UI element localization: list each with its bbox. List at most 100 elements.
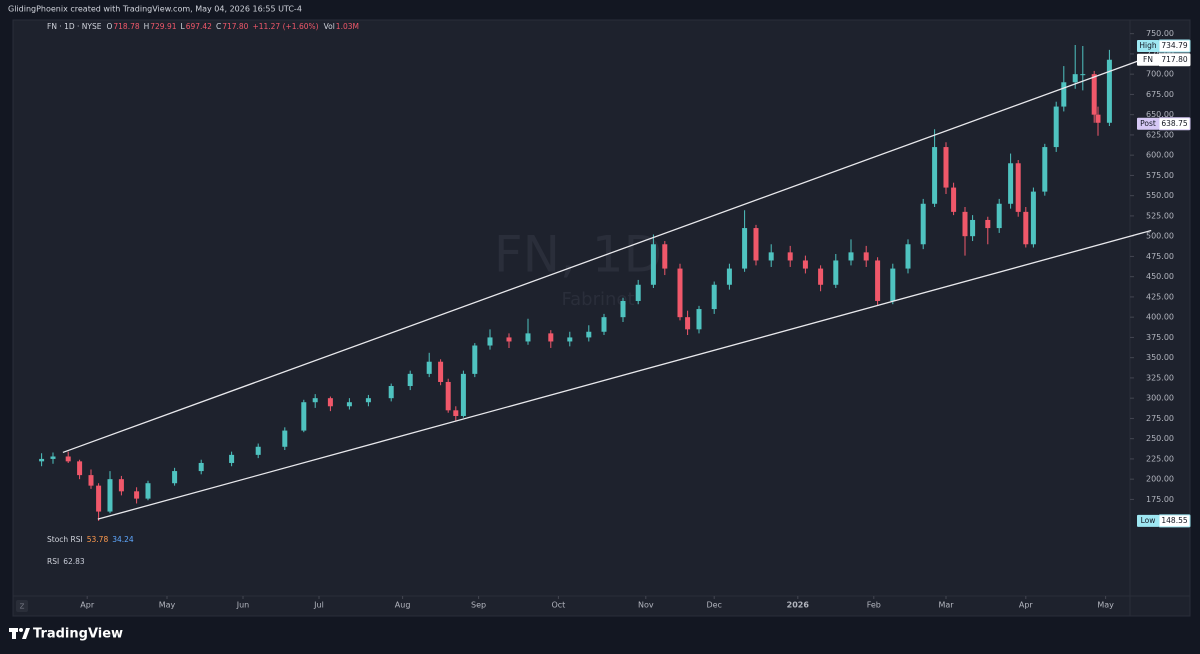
candle-body (145, 483, 151, 499)
watermark: FN, 1D (494, 226, 662, 284)
candle (365, 394, 371, 407)
candle (905, 239, 911, 274)
logo-part (19, 628, 23, 632)
price-label-value: 717.80 (1161, 55, 1187, 64)
candle-body (282, 430, 288, 447)
x-tick-label: Jul (313, 601, 324, 610)
candle (567, 331, 573, 347)
candle-body (77, 461, 83, 476)
candle (282, 427, 288, 451)
x-tick-label: 2026 (787, 601, 810, 610)
indicator-name: Stoch RSI (47, 535, 83, 544)
x-tick-label: May (159, 601, 176, 610)
candle-body (1008, 163, 1014, 204)
ohlc-value: 729.91 (150, 22, 176, 31)
candle-body (453, 410, 459, 416)
x-tick-label: Sep (471, 601, 486, 610)
volume-value: 1.03M (336, 22, 359, 31)
x-tick-label: Mar (938, 601, 954, 610)
candle-body (1053, 106, 1059, 148)
candle-body (650, 244, 656, 285)
candle-body (407, 373, 413, 387)
candle (50, 452, 56, 464)
candle-body (802, 260, 808, 269)
candle-body (445, 381, 451, 411)
candle-body (932, 147, 938, 204)
candle (890, 263, 896, 305)
candle-body (39, 458, 45, 462)
logo-part (12, 628, 16, 639)
ohlc-value: 718.78 (113, 22, 139, 31)
candle (172, 467, 178, 486)
candle (726, 263, 732, 290)
price-label-value-box (1158, 117, 1191, 131)
reset-button[interactable] (16, 600, 28, 612)
price-label-value: 148.55 (1161, 516, 1187, 525)
trendline (62, 59, 1141, 454)
x-tick-label: Dec (706, 601, 721, 610)
indicator-value: 62.83 (63, 557, 85, 566)
candle-body (472, 345, 478, 374)
price-label-value: 638.75 (1161, 119, 1187, 128)
candle-body (890, 268, 896, 301)
candle-body (586, 331, 592, 338)
indicator-name: RSI (47, 557, 59, 566)
candle (742, 210, 748, 272)
x-tick-label: Apr (80, 601, 95, 610)
candle-body (426, 361, 432, 374)
price-label-value: 734.79 (1161, 41, 1187, 50)
candle (662, 241, 668, 276)
price-label: Post 638.75 (1137, 117, 1191, 131)
price-label: High 734.79 (1137, 39, 1191, 53)
reset-button-label[interactable]: Z (20, 603, 25, 611)
price-label-name-box (1137, 117, 1159, 130)
candle-body (863, 252, 869, 261)
candle-body (438, 361, 444, 382)
candle (388, 383, 394, 402)
candle (848, 239, 854, 266)
y-tick-label: 525.00 (1146, 211, 1174, 220)
candle (920, 198, 926, 250)
candle-body (753, 228, 759, 261)
candle (198, 459, 204, 475)
candle-body (726, 268, 732, 285)
y-tick-label: 750.00 (1146, 29, 1174, 38)
candle (951, 182, 957, 216)
candle-body (388, 386, 394, 399)
y-tick-label: 400.00 (1146, 313, 1174, 322)
candle-body (134, 491, 140, 499)
candle (229, 451, 235, 467)
candle (932, 129, 938, 208)
candle (620, 297, 626, 323)
candle-body (1095, 114, 1101, 123)
candle-body (346, 402, 352, 407)
y-tick-label: 700.00 (1146, 70, 1174, 79)
candle (833, 253, 839, 289)
brand-logo (9, 628, 30, 639)
candle-body (365, 398, 371, 403)
candle-body (96, 485, 102, 512)
candle (996, 198, 1002, 233)
candle-body (833, 260, 839, 285)
candle-body (118, 479, 124, 492)
x-tick-label: Nov (638, 601, 654, 610)
candle-body (620, 300, 626, 318)
candle (96, 483, 102, 521)
change: +11.27 (+1.60%) (252, 22, 318, 31)
price-label-value-box (1158, 514, 1191, 528)
x-tick-label: Feb (867, 601, 881, 610)
candle-body (905, 244, 911, 269)
candle (970, 215, 976, 242)
y-tick-label: 550.00 (1146, 191, 1174, 200)
y-tick-label: 425.00 (1146, 292, 1174, 301)
ohlc-label: H (144, 22, 150, 31)
candle (548, 330, 554, 348)
candle-body (696, 309, 702, 330)
candle (586, 325, 592, 342)
candle (145, 480, 151, 501)
candle-body (50, 456, 56, 459)
x-tick-label: May (1097, 601, 1114, 610)
candle-body (312, 398, 318, 403)
ohlc-value: 697.42 (186, 22, 212, 31)
candle (1042, 143, 1048, 196)
